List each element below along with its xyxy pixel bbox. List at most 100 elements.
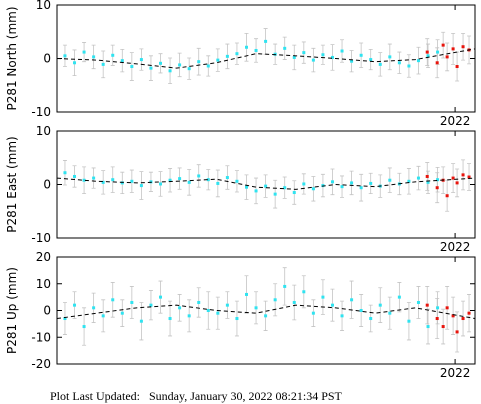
data-point <box>461 45 465 49</box>
data-point <box>235 179 239 183</box>
data-point <box>254 48 258 52</box>
data-point <box>92 55 96 59</box>
y-tick-label: 0 <box>43 178 51 192</box>
data-point <box>73 174 77 178</box>
data-point <box>139 184 143 188</box>
data-point <box>359 186 363 190</box>
data-point <box>340 185 344 189</box>
data-point <box>159 182 163 186</box>
data-point <box>407 319 411 323</box>
data-point <box>111 53 115 57</box>
data-point <box>82 50 86 54</box>
data-point <box>254 189 258 193</box>
y-axis-title: P281 North (mm) <box>5 6 19 110</box>
data-point <box>225 303 229 307</box>
data-point <box>111 298 115 302</box>
data-point <box>283 186 287 190</box>
data-point <box>330 303 334 307</box>
data-point <box>436 50 440 54</box>
y-axis-title: P281 Up (mm) <box>5 267 19 354</box>
data-point <box>216 58 220 62</box>
data-point <box>244 185 248 189</box>
y-tick-label: 20 <box>36 250 51 264</box>
data-point <box>455 65 459 69</box>
data-point <box>101 314 105 318</box>
data-point <box>467 311 471 315</box>
data-point <box>159 295 163 299</box>
data-point <box>63 317 67 321</box>
data-point <box>235 317 239 321</box>
data-point <box>350 59 354 63</box>
data-point <box>92 306 96 310</box>
data-point <box>273 298 277 302</box>
data-point <box>187 180 191 184</box>
data-point <box>441 325 445 329</box>
data-point <box>451 47 455 51</box>
data-point <box>216 181 220 185</box>
data-point <box>197 174 201 178</box>
data-point <box>311 187 315 191</box>
data-point <box>101 180 105 184</box>
data-point <box>187 314 191 318</box>
data-point <box>330 55 334 59</box>
data-point <box>197 60 201 64</box>
y-tick-label: 0 <box>43 52 51 66</box>
data-point <box>467 175 471 179</box>
data-point <box>350 181 354 185</box>
y-tick-label: 10 <box>36 0 51 12</box>
footer: Plot Last Updated: Sunday, January 30, 2… <box>50 389 343 403</box>
data-point <box>451 314 455 318</box>
data-point <box>244 45 248 49</box>
data-point <box>178 177 182 181</box>
data-point <box>378 303 382 307</box>
data-point <box>225 176 229 180</box>
data-point <box>445 194 449 198</box>
data-point <box>264 39 268 43</box>
y-tick-label: -10 <box>31 231 51 245</box>
data-point <box>435 317 439 321</box>
data-point <box>225 54 229 58</box>
data-point <box>330 180 334 184</box>
data-point <box>311 311 315 315</box>
data-point <box>340 314 344 318</box>
data-point <box>206 309 210 312</box>
data-point <box>407 179 411 183</box>
frame <box>56 4 476 113</box>
data-point <box>426 54 430 58</box>
data-point <box>292 191 296 195</box>
data-point <box>216 311 220 315</box>
data-point <box>359 53 363 57</box>
data-point <box>321 295 325 299</box>
data-point <box>197 300 201 304</box>
data-point <box>369 317 373 321</box>
data-point <box>311 58 315 62</box>
data-point <box>187 67 191 71</box>
data-point <box>302 290 306 294</box>
plot-area <box>57 28 475 85</box>
data-point <box>82 325 86 329</box>
data-point <box>397 61 401 65</box>
data-point <box>264 314 268 318</box>
data-point <box>139 58 143 62</box>
data-point <box>178 63 182 67</box>
data-point <box>445 306 449 310</box>
data-point <box>445 55 449 59</box>
data-point <box>235 52 239 56</box>
data-point <box>455 330 459 334</box>
data-point <box>441 43 445 47</box>
data-point <box>302 182 306 186</box>
data-point <box>416 176 420 180</box>
data-point <box>130 179 134 183</box>
data-point <box>159 61 163 65</box>
data-point <box>63 54 67 58</box>
data-point <box>340 49 344 53</box>
data-point <box>436 178 440 182</box>
plot-area <box>57 159 475 212</box>
data-point <box>435 186 439 190</box>
data-point <box>292 300 296 304</box>
data-point <box>283 46 287 50</box>
x-tick-label: 2022 <box>440 366 471 380</box>
data-point <box>130 300 134 304</box>
data-point <box>407 64 411 68</box>
